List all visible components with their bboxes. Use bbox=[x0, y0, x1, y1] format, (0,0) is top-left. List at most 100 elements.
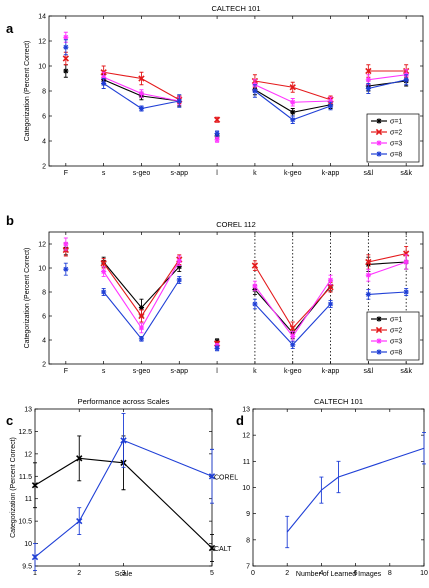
data-point bbox=[101, 80, 107, 87]
panel-label: c bbox=[6, 413, 13, 428]
y-tick-label: 7 bbox=[246, 564, 250, 571]
y-tick-label: 10 bbox=[242, 485, 250, 492]
x-tick-label: s&k bbox=[400, 170, 412, 177]
data-point bbox=[327, 301, 334, 307]
y-axis-label: Categorization (Percent Correct) bbox=[24, 248, 31, 349]
series-line bbox=[368, 80, 407, 87]
data-point bbox=[100, 260, 107, 267]
data-point bbox=[101, 74, 107, 80]
data-point bbox=[101, 289, 107, 295]
error-bar bbox=[336, 460, 341, 494]
data-point bbox=[62, 55, 69, 62]
data-point bbox=[176, 277, 182, 283]
panel-d: 7 8 9 10 11 12 13 0 2 4 6 8 10 CALTECH 101 d Number of … bbox=[236, 397, 428, 578]
series-line bbox=[368, 74, 407, 81]
y-tick-label: 11 bbox=[243, 459, 250, 466]
data-point bbox=[138, 325, 145, 331]
legend-marker bbox=[376, 338, 382, 344]
x-tick-label: 6 bbox=[354, 570, 358, 577]
data-point bbox=[403, 289, 409, 295]
data-point bbox=[176, 264, 182, 270]
x-tick-label: k bbox=[253, 368, 257, 375]
panel-label: b bbox=[6, 213, 14, 228]
series-3 bbox=[63, 237, 409, 349]
chart-title: Performance across Scales bbox=[78, 397, 170, 406]
data-point bbox=[289, 84, 296, 91]
series-line bbox=[368, 79, 407, 90]
legend-label: σ=3 bbox=[390, 141, 402, 148]
data-point bbox=[327, 103, 334, 109]
data-point bbox=[138, 305, 145, 311]
series-line bbox=[286, 447, 425, 533]
y-tick-label: 9 bbox=[246, 511, 250, 518]
x-tick-label: F bbox=[64, 368, 68, 375]
data-point bbox=[214, 345, 220, 351]
x-tick-label: l bbox=[216, 170, 218, 177]
y-axis-label: Categorization (Percent Correct) bbox=[24, 41, 31, 142]
y-tick-label: 12 bbox=[24, 451, 32, 458]
x-tick-label: s-geo bbox=[133, 368, 151, 375]
data-point bbox=[365, 291, 371, 297]
series-1 bbox=[285, 432, 426, 549]
x-tick-label: l bbox=[216, 368, 218, 375]
legend: σ=1 σ=2 σ=3 σ=8 bbox=[366, 311, 420, 361]
series-2 bbox=[62, 51, 410, 123]
legend-label: σ=2 bbox=[390, 328, 402, 335]
y-tick-label: 8 bbox=[246, 537, 250, 544]
x-tick-label: 10 bbox=[420, 570, 428, 577]
data-point bbox=[252, 283, 258, 289]
series-4 bbox=[63, 262, 409, 352]
data-point bbox=[31, 553, 39, 561]
data-point bbox=[63, 34, 69, 40]
series-3 bbox=[63, 31, 409, 143]
series-line bbox=[368, 291, 407, 295]
y-tick-label: 10 bbox=[38, 266, 46, 273]
data-point bbox=[327, 284, 334, 291]
data-point bbox=[403, 250, 410, 257]
y-tick-label: 11.5 bbox=[19, 474, 32, 481]
series-4 bbox=[63, 39, 409, 137]
y-tick-label: 12.5 bbox=[18, 429, 32, 436]
axes-box bbox=[48, 231, 424, 365]
y-tick-label: 9.5 bbox=[22, 564, 32, 571]
data-point bbox=[138, 312, 145, 320]
y-tick-label: 10 bbox=[24, 541, 32, 548]
x-axis-label: Number of Learned Images bbox=[296, 571, 382, 578]
x-tick-label: s bbox=[102, 368, 106, 375]
series-line bbox=[368, 261, 407, 276]
x-tick-label: F bbox=[64, 170, 68, 177]
series-1 bbox=[63, 242, 409, 345]
error-bar bbox=[285, 515, 290, 549]
x-tick-label: s-app bbox=[171, 170, 189, 177]
x-tick-label: k-app bbox=[322, 368, 340, 375]
data-point bbox=[365, 258, 372, 266]
series-2 bbox=[62, 243, 410, 347]
series-1 bbox=[63, 64, 409, 139]
data-point bbox=[214, 137, 220, 143]
data-point bbox=[101, 269, 107, 275]
legend-marker bbox=[376, 118, 382, 124]
x-tick-label: k-geo bbox=[284, 170, 302, 177]
legend: σ=1 σ=2 σ=3 σ=8 bbox=[366, 113, 420, 163]
data-point bbox=[403, 259, 409, 265]
y-tick-label: 4 bbox=[42, 139, 46, 146]
data-point bbox=[290, 333, 296, 339]
data-point bbox=[208, 544, 216, 552]
y-tick-label: 8 bbox=[42, 89, 46, 96]
data-point bbox=[138, 336, 145, 342]
x-tick-label: k-geo bbox=[284, 368, 302, 375]
y-tick-label: 8 bbox=[42, 290, 46, 297]
chart-title: CALTECH 101 bbox=[314, 397, 363, 406]
data-point bbox=[290, 109, 296, 115]
y-tick-label: 4 bbox=[42, 338, 46, 345]
x-tick-label: 0 bbox=[251, 570, 255, 577]
legend-label: σ=2 bbox=[390, 130, 402, 137]
panel-label: a bbox=[6, 21, 14, 36]
chart-title: CALTECH 101 bbox=[211, 4, 260, 13]
data-point bbox=[289, 324, 296, 332]
series-line bbox=[34, 439, 213, 558]
legend-label: σ=1 bbox=[390, 119, 402, 126]
data-point bbox=[138, 75, 145, 82]
series-label: CALT bbox=[214, 546, 232, 553]
